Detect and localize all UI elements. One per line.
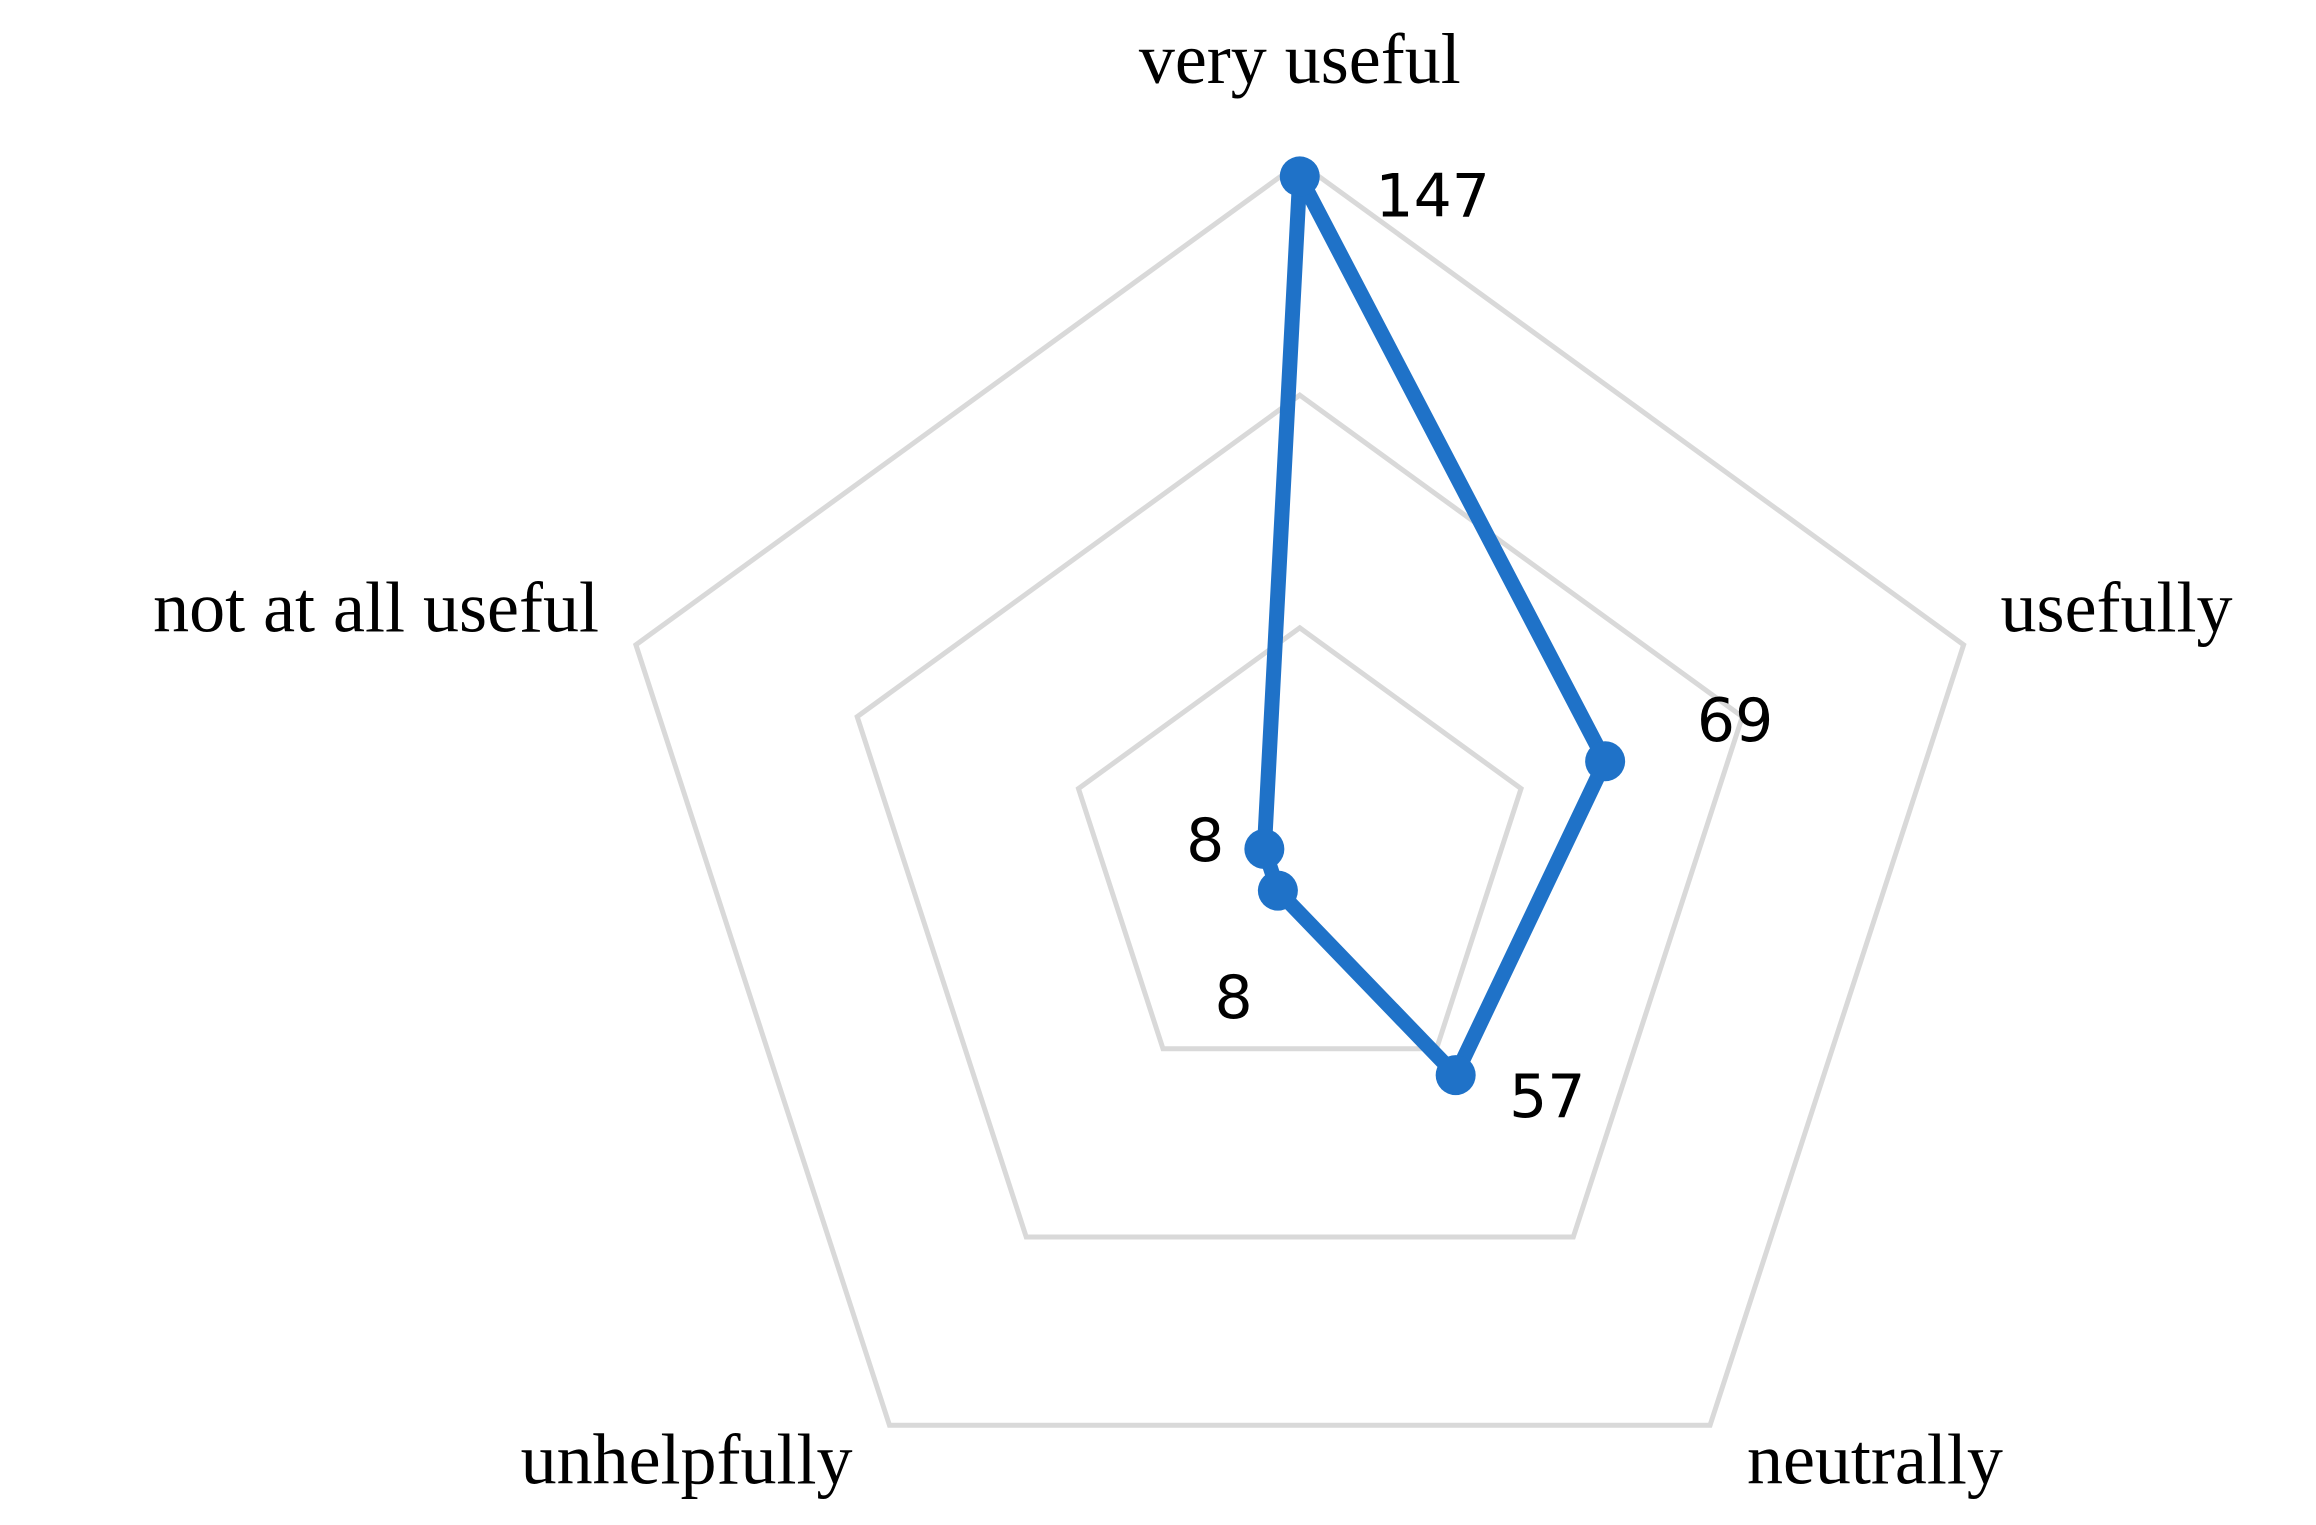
grid-ring	[632, 159, 1967, 1428]
grid-ring	[854, 392, 1746, 1240]
category-label: not at all useful	[153, 568, 599, 648]
data-label: 57	[1509, 1062, 1585, 1132]
data-label: 147	[1375, 162, 1490, 232]
data-label: 8	[1186, 806, 1224, 876]
grid-ring	[1075, 624, 1524, 1052]
category-label: usefully	[2001, 568, 2233, 648]
data-point	[1585, 741, 1626, 782]
data-point	[1279, 156, 1320, 197]
data-point	[1257, 870, 1298, 911]
data-label: 8	[1214, 963, 1252, 1033]
series-line	[1256, 168, 1613, 1083]
category-label: very useful	[1139, 19, 1461, 99]
category-label: unhelpfully	[521, 1420, 853, 1500]
data-point	[1435, 1055, 1476, 1096]
data-point	[1244, 828, 1285, 869]
data-label: 69	[1697, 686, 1773, 756]
category-label: neutrally	[1747, 1420, 2003, 1500]
